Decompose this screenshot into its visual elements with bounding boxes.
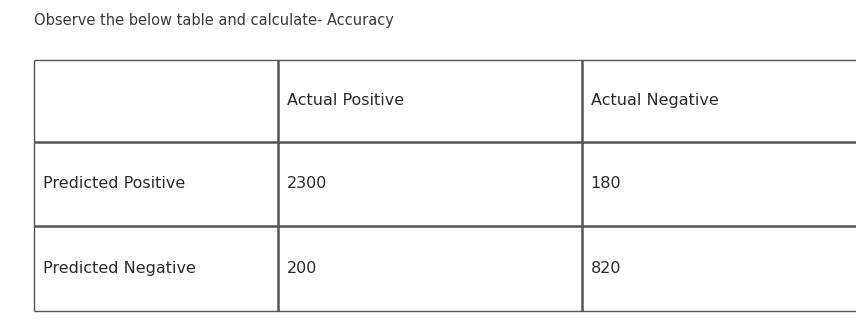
Text: 820: 820 [591, 261, 621, 276]
Text: 200: 200 [287, 261, 317, 276]
Text: Predicted Positive: Predicted Positive [43, 176, 185, 191]
Text: 180: 180 [591, 176, 621, 191]
Text: Observe the below table and calculate- Accuracy: Observe the below table and calculate- A… [34, 13, 394, 28]
Text: 2300: 2300 [287, 176, 327, 191]
Text: Actual Negative: Actual Negative [591, 93, 718, 108]
Text: Predicted Negative: Predicted Negative [43, 261, 196, 276]
Text: Actual Positive: Actual Positive [287, 93, 404, 108]
